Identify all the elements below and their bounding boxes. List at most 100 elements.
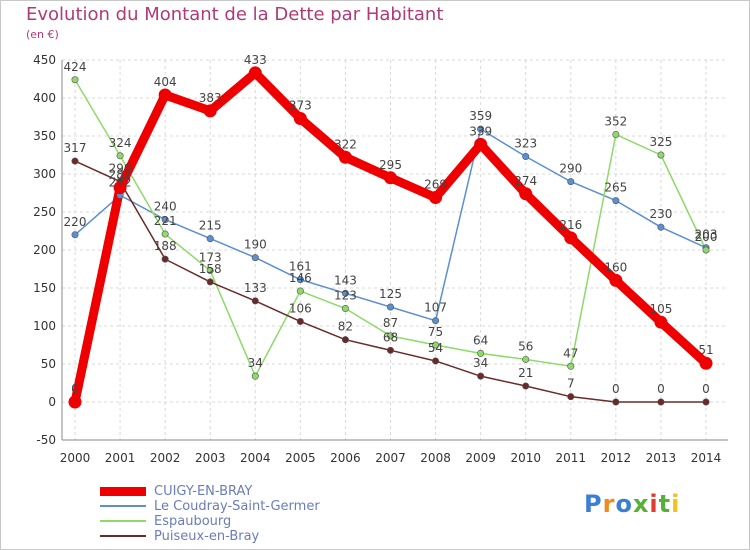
data-point	[206, 267, 214, 275]
data-label: 433	[244, 53, 267, 67]
data-label: 200	[695, 230, 718, 244]
data-label: 125	[379, 287, 402, 301]
data-label: 75	[428, 325, 443, 339]
data-point	[699, 356, 713, 370]
data-label: 221	[154, 214, 177, 228]
legend-swatch	[100, 535, 146, 537]
data-point	[477, 125, 485, 133]
data-point	[702, 398, 710, 406]
y-tick-label: 100	[33, 319, 56, 333]
data-point	[68, 395, 82, 409]
data-point	[206, 235, 214, 243]
data-point	[612, 398, 620, 406]
data-label: 173	[199, 251, 222, 265]
x-tick-label: 2002	[150, 451, 181, 465]
data-point	[158, 88, 172, 102]
data-label: 34	[248, 356, 263, 370]
logo-letter: i	[671, 490, 681, 518]
data-point	[477, 349, 485, 357]
data-label: 216	[559, 218, 582, 232]
legend-swatch	[100, 487, 146, 496]
data-point	[567, 178, 575, 186]
y-tick-label: 400	[33, 91, 56, 105]
x-tick-label: 2012	[601, 451, 632, 465]
x-tick-label: 2004	[240, 451, 271, 465]
data-label: 54	[428, 341, 443, 355]
data-label: 105	[649, 302, 672, 316]
x-tick-label: 2006	[330, 451, 361, 465]
data-point	[116, 152, 124, 160]
data-point	[296, 287, 304, 295]
data-point	[654, 315, 668, 329]
y-tick-label: 450	[33, 53, 56, 67]
data-label: 0	[71, 382, 79, 396]
data-label: 322	[334, 137, 357, 151]
data-point	[474, 137, 488, 151]
data-label: 230	[649, 207, 672, 221]
data-label: 0	[657, 382, 665, 396]
logo-letter: o	[615, 490, 633, 518]
data-point	[432, 317, 440, 325]
data-point	[612, 130, 620, 138]
legend-swatch	[100, 520, 146, 522]
data-label: 158	[199, 262, 222, 276]
x-tick-label: 2005	[285, 451, 316, 465]
data-label: 215	[199, 219, 222, 233]
x-tick-label: 2000	[60, 451, 91, 465]
data-label: 359	[469, 109, 492, 123]
x-tick-label: 2003	[195, 451, 226, 465]
logo-letter: i	[649, 490, 659, 518]
data-point	[432, 341, 440, 349]
data-label: 317	[64, 141, 87, 155]
data-point	[71, 231, 79, 239]
data-label: 290	[109, 162, 132, 176]
data-point	[203, 104, 217, 118]
logo-letter: x	[632, 490, 650, 518]
data-point	[296, 276, 304, 284]
data-point	[161, 255, 169, 263]
proxiti-logo: Proxiti	[584, 490, 680, 518]
data-point	[248, 66, 262, 80]
data-label: 56	[518, 339, 533, 353]
x-tick-label: 2013	[646, 451, 677, 465]
data-label: 188	[154, 239, 177, 253]
data-point	[293, 112, 307, 126]
data-label: 282	[109, 168, 132, 182]
y-tick-label: 350	[33, 129, 56, 143]
x-tick-label: 2001	[105, 451, 136, 465]
x-tick-label: 2010	[510, 451, 541, 465]
data-label: 269	[424, 178, 447, 192]
legend-label: Le Coudray-Saint-Germer	[154, 499, 320, 514]
data-point	[386, 332, 394, 340]
x-tick-label: 2007	[375, 451, 406, 465]
data-point	[477, 372, 485, 380]
data-point	[341, 289, 349, 297]
y-tick-label: 150	[33, 281, 56, 295]
data-label: 220	[64, 215, 87, 229]
data-point	[564, 231, 578, 245]
data-label: 190	[244, 238, 267, 252]
data-label: 383	[199, 91, 222, 105]
data-label: 325	[649, 135, 672, 149]
logo-letter: P	[584, 490, 603, 518]
data-point	[251, 254, 259, 262]
data-label: 0	[702, 382, 710, 396]
y-tick-label: 250	[33, 205, 56, 219]
data-point	[702, 246, 710, 254]
chart-title: Evolution du Montant de la Dette par Hab…	[26, 4, 444, 25]
y-tick-label: 50	[41, 357, 56, 371]
data-point	[609, 273, 623, 287]
data-point	[432, 357, 440, 365]
data-label: 424	[64, 60, 87, 74]
data-point	[612, 197, 620, 205]
data-label: 0	[612, 382, 620, 396]
data-label: 107	[424, 301, 447, 315]
data-label: 68	[383, 330, 398, 344]
data-label: 295	[379, 158, 402, 172]
data-label: 290	[559, 162, 582, 176]
data-label: 34	[473, 356, 488, 370]
data-label: 146	[289, 271, 312, 285]
legend-label: Espaubourg	[154, 514, 232, 529]
data-label: 106	[289, 301, 312, 315]
